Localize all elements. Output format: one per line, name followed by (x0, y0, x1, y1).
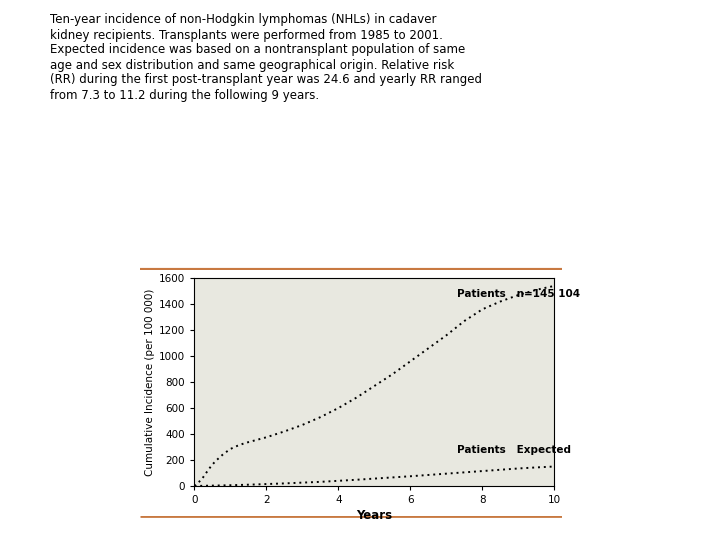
Text: www.medscape.com: www.medscape.com (264, 254, 371, 264)
Text: Medscape®: Medscape® (157, 254, 226, 264)
X-axis label: Years: Years (356, 509, 392, 522)
Y-axis label: Cumulative Incidence (per 100 000): Cumulative Incidence (per 100 000) (145, 288, 155, 476)
Text: Patients   Expected: Patients Expected (457, 444, 571, 455)
Text: Ten-year incidence of non-Hodgkin lymphomas (NHLs) in cadaver
kidney recipients.: Ten-year incidence of non-Hodgkin lympho… (50, 14, 482, 102)
Text: Patients   n=145 104: Patients n=145 104 (457, 289, 580, 299)
Text: Source: Am J Transplant © 2004 Blackwell Publishing: Source: Am J Transplant © 2004 Blackwell… (231, 521, 471, 530)
